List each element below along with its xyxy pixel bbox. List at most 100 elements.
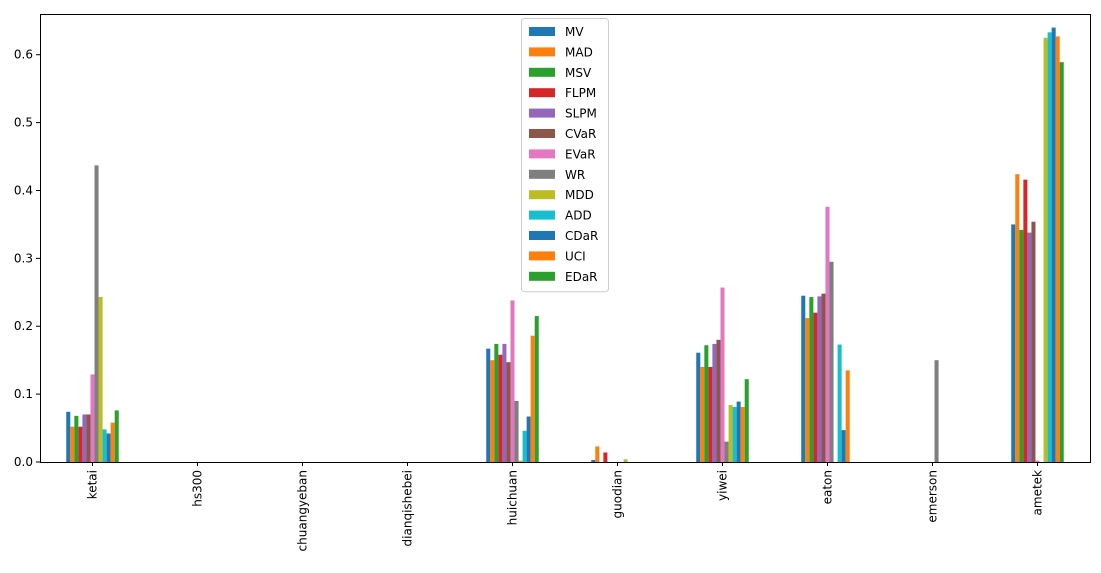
bar-mad-ketai <box>70 426 75 462</box>
y-tick-label: 0.4 <box>14 183 33 197</box>
legend-swatch-mv <box>529 27 555 36</box>
bar-slpm-huichuan <box>502 343 507 462</box>
bar-wr-ketai <box>94 165 99 462</box>
bar-mad-yiwei <box>700 366 705 462</box>
legend-swatch-add <box>529 210 555 220</box>
legend-label-edar: EDaR <box>565 270 598 284</box>
bar-add-eaton <box>837 344 842 462</box>
bars-group <box>66 27 1064 463</box>
bar-msv-yiwei <box>704 345 709 462</box>
bar-cdar-yiwei <box>736 401 741 462</box>
x-tick-label: eaton <box>821 470 835 504</box>
bar-mv-ketai <box>66 411 71 462</box>
bar-mdd-ametek <box>1043 37 1048 463</box>
legend-label-uci: UCI <box>565 249 586 263</box>
bar-msv-huichuan <box>494 343 499 462</box>
legend-label-mv: MV <box>565 25 584 39</box>
bar-cdar-ametek <box>1051 27 1056 463</box>
legend-label-mad: MAD <box>565 45 593 59</box>
bar-mdd-yiwei <box>728 404 733 462</box>
x-axis: ketai hs300 chuangyeban dianqishebei huichua… <box>86 462 1045 551</box>
legend-label-evar: EVaR <box>565 147 596 161</box>
bar-evar-ametek <box>1035 460 1040 462</box>
legend-label-add: ADD <box>565 209 592 223</box>
bar-evar-huichuan <box>510 300 515 462</box>
bar-cvar-ketai <box>86 414 91 462</box>
bar-edar-ketai <box>114 410 119 462</box>
y-axis: 0.0 0.1 0.2 0.3 0.4 0.5 0.6 <box>14 48 40 469</box>
y-tick-label: 0.5 <box>14 116 33 130</box>
legend-label-wr: WR <box>565 168 585 182</box>
legend-swatch-cdar <box>529 231 555 240</box>
bar-mad-huichuan <box>490 360 495 462</box>
bar-cdar-ketai <box>106 433 111 462</box>
bar-flpm-ametek <box>1023 179 1028 462</box>
bar-wr-huichuan <box>514 400 519 462</box>
bar-uci-ametek <box>1055 36 1060 463</box>
legend-swatch-edar <box>529 271 555 281</box>
bar-mv-guodian <box>591 459 596 462</box>
bar-evar-eaton <box>825 206 830 462</box>
bar-cvar-eaton <box>821 293 826 462</box>
bar-evar-yiwei <box>720 287 725 462</box>
bar-cvar-ametek <box>1031 221 1036 462</box>
x-tick-label: guodian <box>611 470 625 518</box>
x-tick-label: yiwei <box>716 470 730 501</box>
bar-mv-huichuan <box>486 348 491 462</box>
bar-uci-yiwei <box>740 407 745 462</box>
legend-swatch-evar <box>529 149 555 159</box>
bar-mdd-guodian <box>623 459 628 462</box>
bar-uci-ketai <box>110 422 115 462</box>
y-tick-label: 0.2 <box>14 319 33 333</box>
bar-slpm-ametek <box>1027 232 1032 462</box>
bar-flpm-eaton <box>813 312 818 462</box>
y-tick-label: 0.6 <box>14 48 33 62</box>
bar-cvar-yiwei <box>716 339 721 462</box>
x-tick-label: dianqishebei <box>401 470 415 546</box>
bar-cvar-huichuan <box>506 362 511 462</box>
bar-msv-eaton <box>809 297 814 462</box>
legend-label-slpm: SLPM <box>565 107 597 121</box>
bar-flpm-guodian <box>603 452 608 462</box>
bar-slpm-eaton <box>817 296 822 462</box>
legend-swatch-slpm <box>529 108 555 118</box>
bar-mad-eaton <box>805 318 810 462</box>
bar-flpm-huichuan <box>498 354 503 462</box>
x-tick-label: chuangyeban <box>296 470 310 551</box>
legend-swatch-cvar <box>529 129 555 138</box>
bar-wr-yiwei <box>724 441 729 462</box>
bar-flpm-ketai <box>78 426 83 462</box>
plot-frame <box>40 14 1091 463</box>
bar-flpm-yiwei <box>708 366 713 462</box>
legend-swatch-uci <box>529 251 555 261</box>
legend-label-msv: MSV <box>565 66 592 80</box>
bar-mdd-ketai <box>98 297 103 462</box>
bar-cdar-huichuan <box>526 416 531 462</box>
legend: MV MAD MSV FLPM SLPM CVaR EVaR WR MDD ADD CDaR UCI E… <box>521 18 609 293</box>
legend-swatch-mdd <box>529 190 555 200</box>
bar-wr-emerson <box>934 360 939 462</box>
bar-slpm-ketai <box>82 414 87 462</box>
legend-swatch-flpm <box>529 88 555 98</box>
legend-box <box>521 18 609 293</box>
legend-swatch-wr <box>529 169 555 179</box>
x-tick-label: huichuan <box>506 470 520 525</box>
x-tick-label: ketai <box>86 470 100 499</box>
bar-wr-eaton <box>829 261 834 462</box>
legend-label-cdar: CDaR <box>565 229 598 243</box>
bar-mv-yiwei <box>696 352 701 462</box>
bar-msv-ketai <box>74 415 79 462</box>
x-tick-label: emerson <box>926 470 940 523</box>
bar-mdd-huichuan <box>518 460 523 462</box>
bar-add-ametek <box>1047 32 1052 463</box>
bar-mv-eaton <box>801 295 806 462</box>
bar-mad-guodian <box>595 446 600 462</box>
bar-edar-ametek <box>1059 62 1064 462</box>
bar-edar-huichuan <box>534 316 539 462</box>
legend-label-cvar: CVaR <box>565 127 596 141</box>
bar-cdar-eaton <box>841 430 846 462</box>
legend-swatch-msv <box>529 67 555 77</box>
legend-label-mdd: MDD <box>565 188 594 202</box>
bar-uci-eaton <box>845 370 850 462</box>
